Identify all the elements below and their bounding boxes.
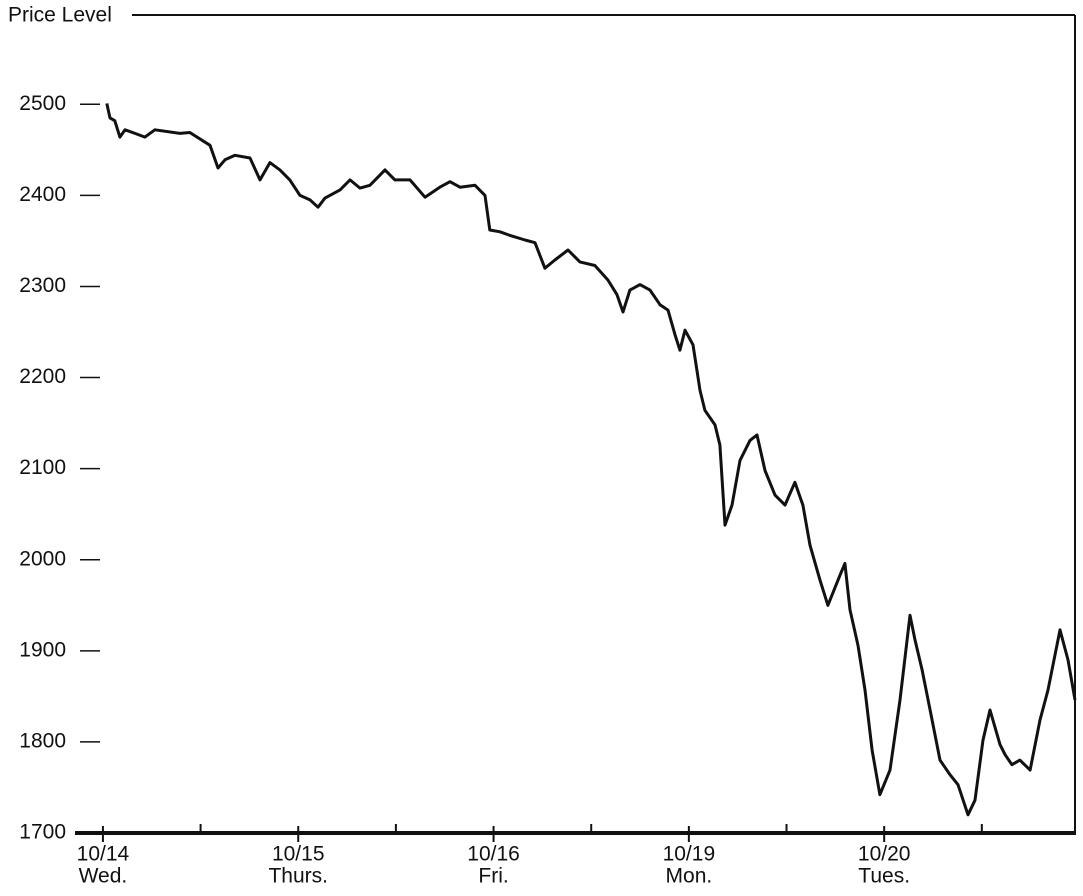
x-tick-label: 10/19 (663, 843, 716, 866)
y-tick-label: 2000 (19, 547, 66, 570)
x-tick-label: 10/20 (858, 843, 911, 866)
y-tick-label: 1700 (19, 821, 66, 844)
y-tick-label: 2300 (19, 274, 66, 297)
x-tick-label: 10/14 (77, 843, 130, 866)
x-tick-sublabel: Mon. (666, 865, 713, 888)
y-tick-label: 2400 (19, 183, 66, 206)
y-axis-label: Price Level (8, 4, 112, 27)
x-tick-label: 10/15 (272, 843, 325, 866)
x-tick-sublabel: Thurs. (268, 865, 328, 888)
price-line (105, 103, 1077, 817)
x-tick-sublabel: Wed. (79, 865, 128, 888)
y-tick-label: 1800 (19, 729, 66, 752)
y-tick-label: 2500 (19, 92, 66, 115)
y-tick-label: 1900 (19, 638, 66, 661)
x-tick-sublabel: Fri. (478, 865, 508, 888)
y-tick-label: 2200 (19, 365, 66, 388)
x-tick-label: 10/16 (467, 843, 520, 866)
x-tick-sublabel: Tues. (858, 865, 910, 888)
y-tick-label: 2100 (19, 456, 66, 479)
